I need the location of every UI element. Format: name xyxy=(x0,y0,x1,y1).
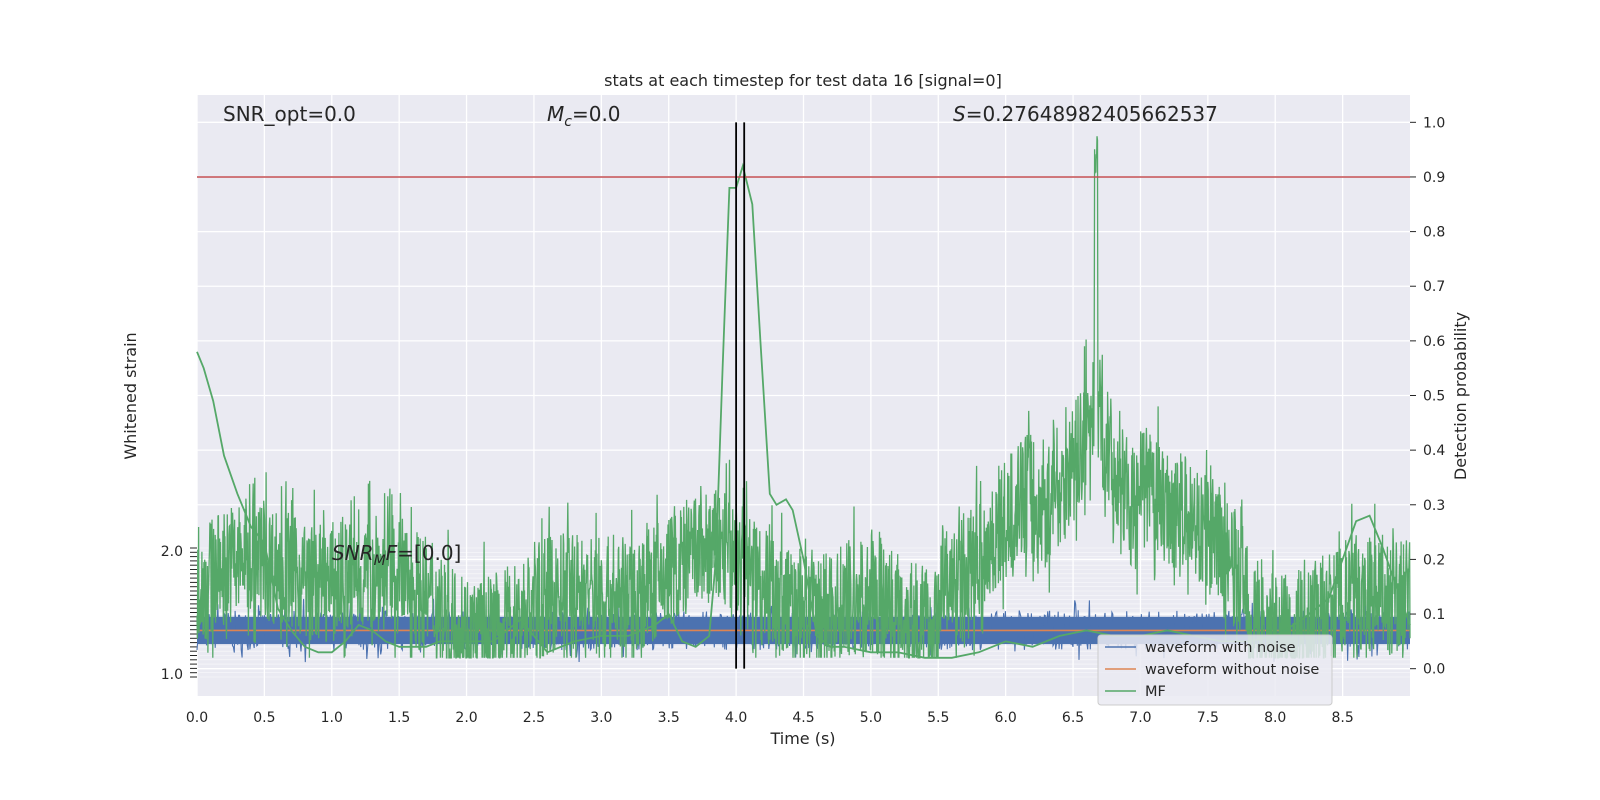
x-tick-label: 3.0 xyxy=(590,710,612,726)
x-tick-label: 3.5 xyxy=(658,710,680,726)
x-tick-label: 2.0 xyxy=(455,710,477,726)
x-tick-label: 7.5 xyxy=(1197,710,1219,726)
snr-mf-annotation: SNRMF=[0.0] xyxy=(332,541,461,569)
right-tick-label: 0.9 xyxy=(1423,170,1445,186)
right-tick-label: 0.1 xyxy=(1423,607,1445,623)
s-annotation: S=0.27648982405662537 xyxy=(953,102,1218,126)
x-tick-label: 0.0 xyxy=(186,710,208,726)
left-axis-tick-label: 2.0 xyxy=(161,544,183,560)
legend-label-waveform-with-noise: waveform with noise xyxy=(1145,640,1296,656)
chirp-mass-annotation: Mc=0.0 xyxy=(547,102,621,130)
snr-mf-f: F xyxy=(386,541,398,565)
right-axis-ticks: 0.0 0.1 0.2 0.3 0.4 0.5 0.6 0.7 0.8 0.9 1.0 xyxy=(1410,115,1445,678)
snr-mf-subscript: M xyxy=(374,553,386,569)
left-axis-ticks: 2.0 1.0 xyxy=(161,544,197,683)
right-tick-label: 0.6 xyxy=(1423,334,1445,350)
left-axis-tick-label: 1.0 xyxy=(161,667,183,683)
chirp-mass-symbol: M xyxy=(547,102,564,126)
x-tick-label: 6.0 xyxy=(995,710,1017,726)
right-tick-label: 0.7 xyxy=(1423,279,1445,295)
x-tick-label: 8.0 xyxy=(1264,710,1286,726)
right-tick-label: 0.5 xyxy=(1423,389,1445,405)
right-y-axis-label: Detection probability xyxy=(1451,312,1470,480)
right-tick-label: 0.4 xyxy=(1423,443,1445,459)
s-value: =0.27648982405662537 xyxy=(966,102,1218,126)
x-tick-label: 1.0 xyxy=(321,710,343,726)
x-tick-label: 4.0 xyxy=(725,710,747,726)
right-tick-label: 1.0 xyxy=(1423,115,1445,131)
x-axis-ticks: 0.0 0.5 1.0 1.5 2.0 2.5 3.0 3.5 4.0 4.5 5.0 5.5 6.0 6… xyxy=(186,710,1354,726)
right-tick-label: 0.0 xyxy=(1423,662,1445,678)
x-tick-label: 4.5 xyxy=(792,710,814,726)
legend-label-waveform-without-noise: waveform without noise xyxy=(1145,662,1319,678)
x-tick-label: 8.5 xyxy=(1331,710,1353,726)
s-symbol: S xyxy=(953,102,966,126)
x-tick-label: 5.5 xyxy=(927,710,949,726)
x-tick-label: 7.0 xyxy=(1129,710,1151,726)
chirp-mass-value: =0.0 xyxy=(572,102,621,126)
x-axis-label: Time (s) xyxy=(769,729,835,748)
x-tick-label: 0.5 xyxy=(253,710,275,726)
snr-mf-symbol: SNR xyxy=(332,541,374,565)
legend-box xyxy=(1097,634,1333,706)
legend: waveform with noise waveform without noi… xyxy=(1097,634,1333,706)
chart-title: stats at each timestep for test data 16 … xyxy=(604,71,1002,90)
right-tick-label: 0.3 xyxy=(1423,498,1445,514)
x-tick-label: 1.5 xyxy=(388,710,410,726)
chirp-mass-subscript: c xyxy=(564,114,572,130)
x-tick-label: 2.5 xyxy=(523,710,545,726)
snr-opt-annotation: SNR_opt=0.0 xyxy=(223,102,356,126)
mf-noisy-trace xyxy=(196,136,1411,660)
legend-label-mf: MF xyxy=(1145,684,1166,700)
x-tick-label: 6.5 xyxy=(1062,710,1084,726)
right-tick-label: 0.8 xyxy=(1423,225,1445,241)
event-lines xyxy=(735,122,746,669)
snr-mf-value: =[0.0] xyxy=(397,541,461,565)
x-tick-label: 5.0 xyxy=(860,710,882,726)
right-tick-label: 0.2 xyxy=(1423,552,1445,568)
left-y-axis-label: Whitened strain xyxy=(121,332,140,459)
